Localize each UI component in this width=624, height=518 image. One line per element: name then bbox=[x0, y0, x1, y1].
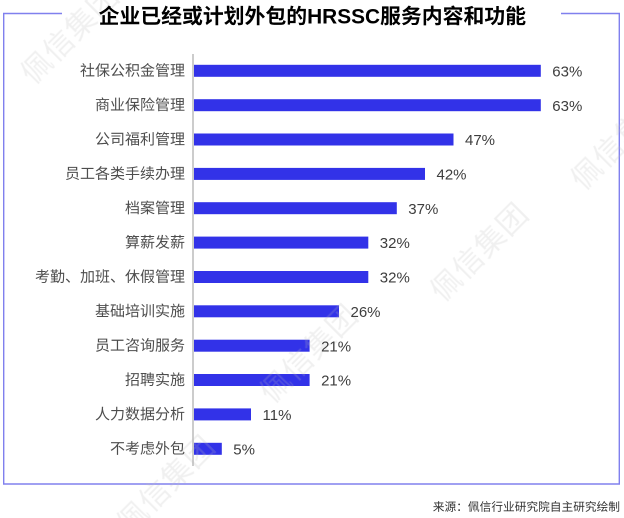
svg-text:HRSSC: HRSSC bbox=[307, 5, 380, 28]
svg-text:21%: 21% bbox=[321, 338, 351, 355]
svg-text:11%: 11% bbox=[263, 407, 292, 424]
svg-text:47%: 47% bbox=[465, 132, 495, 149]
svg-text:21%: 21% bbox=[321, 373, 351, 390]
svg-text:37%: 37% bbox=[408, 201, 438, 218]
svg-text:42%: 42% bbox=[437, 166, 467, 183]
svg-text:26%: 26% bbox=[351, 304, 381, 321]
svg-text:32%: 32% bbox=[380, 270, 410, 287]
svg-text:63%: 63% bbox=[552, 63, 582, 80]
svg-text:5%: 5% bbox=[233, 441, 255, 458]
svg-text:32%: 32% bbox=[380, 235, 410, 252]
svg-text:63%: 63% bbox=[552, 98, 582, 115]
